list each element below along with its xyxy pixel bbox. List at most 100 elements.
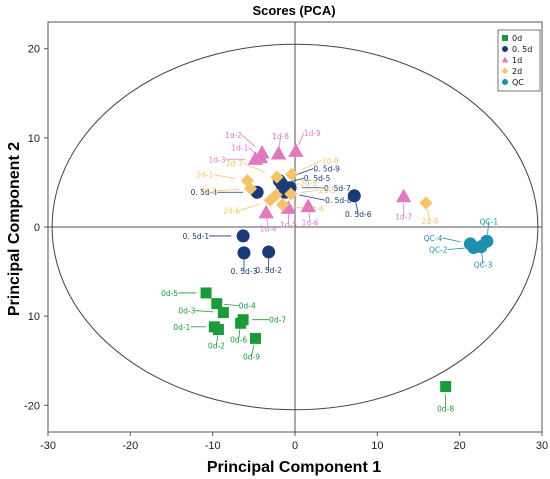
data-point bbox=[276, 198, 290, 212]
y-tick-label: 20 bbox=[28, 44, 40, 56]
label-pointer bbox=[242, 162, 266, 173]
x-tick-label: 20 bbox=[454, 440, 466, 452]
data-point bbox=[300, 198, 316, 213]
legend: 0d 0. 5d 1d 2d QC bbox=[497, 29, 541, 92]
point-label: 2d-1 bbox=[196, 171, 213, 180]
data-point bbox=[419, 196, 433, 210]
point-label: 1d-5 bbox=[280, 220, 297, 229]
point-label: 0d-5 bbox=[161, 289, 178, 298]
data-point bbox=[243, 182, 258, 196]
data-point bbox=[280, 200, 297, 214]
point-label: 2d-5 bbox=[319, 186, 336, 195]
point-label: 0. 5d-5 bbox=[304, 174, 331, 183]
data-point bbox=[474, 240, 488, 254]
y-tick-label: 0 bbox=[34, 222, 40, 234]
point-label: QC-3 bbox=[474, 261, 493, 270]
chart-title: Scores (PCA) bbox=[252, 3, 335, 18]
confidence-ellipse bbox=[51, 43, 539, 411]
data-point bbox=[212, 324, 224, 335]
point-label: 1d-6 bbox=[302, 219, 319, 228]
label-pointer bbox=[238, 328, 241, 340]
label-pointer bbox=[195, 310, 214, 313]
label-pointer bbox=[487, 221, 490, 235]
legend-label: 1d bbox=[512, 56, 522, 65]
point-label: 2d-9 bbox=[421, 217, 438, 226]
point-label: 0d-1 bbox=[173, 323, 190, 332]
legend-marker bbox=[502, 46, 508, 52]
y-tick-label: 10 bbox=[28, 133, 40, 145]
data-point bbox=[395, 188, 412, 203]
label-pointer bbox=[355, 202, 359, 214]
label-pointer bbox=[216, 335, 219, 346]
data-point bbox=[440, 381, 452, 393]
label-pointer bbox=[447, 247, 465, 250]
data-point bbox=[284, 187, 298, 201]
data-point bbox=[288, 143, 304, 157]
point-label: 1d-2 bbox=[225, 131, 242, 140]
y-ticks: 20 10 0 10 -20 bbox=[24, 44, 48, 412]
y-tick-label: -20 bbox=[24, 400, 40, 412]
x-tick-label: -10 bbox=[205, 440, 221, 452]
data-point bbox=[200, 287, 212, 299]
point-label: 0d-3 bbox=[178, 307, 195, 316]
y-tick-label: 10 bbox=[28, 311, 40, 323]
label-pointer bbox=[442, 237, 461, 243]
x-tick-label: 30 bbox=[536, 440, 548, 452]
point-label: 0. 5d-7 bbox=[324, 184, 351, 193]
data-point bbox=[270, 170, 284, 184]
point-label: 2d-6 bbox=[223, 206, 240, 215]
data-point bbox=[236, 229, 250, 243]
point-label: 0. 5d-4 bbox=[191, 188, 218, 197]
legend-marker bbox=[501, 67, 509, 75]
point-label: 0d-8 bbox=[437, 405, 454, 414]
point-label: 2d-3 bbox=[300, 179, 317, 188]
point-label: 0. 5d-2 bbox=[255, 266, 282, 275]
data-point bbox=[463, 237, 477, 251]
point-label: 2d-4 bbox=[307, 205, 324, 214]
x-ticks: -30 -20 -10 0 10 20 30 bbox=[40, 432, 548, 452]
data-point bbox=[258, 204, 274, 219]
label-pointer bbox=[224, 303, 239, 307]
point-label: 2d-7 bbox=[226, 159, 243, 168]
data-point bbox=[347, 189, 361, 203]
label-pointer bbox=[241, 134, 256, 148]
label-pointer bbox=[308, 212, 311, 223]
point-label: 2d-2 bbox=[200, 187, 217, 196]
x-tick-label: -30 bbox=[40, 440, 56, 452]
data-point bbox=[285, 167, 299, 182]
legend-label: 0. 5d bbox=[512, 45, 532, 54]
point-labels: 0d-1 0d-2 0d-3 0d-4 0d-5 0d-6 0d-7 0d-8 0d-9 0. 5… bbox=[161, 129, 498, 413]
legend-marker bbox=[501, 56, 509, 63]
legend-label: QC bbox=[512, 78, 524, 87]
point-label: 0d-4 bbox=[239, 302, 256, 311]
point-label: 0d-6 bbox=[230, 335, 247, 344]
point-label: 0d-9 bbox=[243, 352, 260, 361]
point-label: 0d-2 bbox=[208, 342, 225, 351]
label-pointer bbox=[266, 218, 269, 229]
legend-label: 0d bbox=[512, 34, 522, 43]
data-point bbox=[249, 332, 261, 344]
label-pointer bbox=[302, 160, 322, 170]
data-points bbox=[200, 143, 494, 393]
point-label: 1d-8 bbox=[272, 132, 289, 141]
data-point bbox=[247, 151, 264, 165]
data-point bbox=[262, 245, 276, 259]
point-label: QC-4 bbox=[424, 234, 443, 243]
data-point bbox=[217, 307, 229, 319]
label-pointer bbox=[426, 209, 431, 222]
point-label: 1d-1 bbox=[231, 143, 248, 152]
point-label: QC-1 bbox=[480, 217, 499, 226]
label-pointer bbox=[240, 203, 260, 211]
legend-marker bbox=[502, 79, 508, 85]
label-pointer bbox=[216, 188, 239, 192]
point-label: 1d-9 bbox=[304, 129, 321, 138]
y-axis-label: Principal Component 2 bbox=[6, 142, 23, 316]
point-label: 1d-3 bbox=[208, 155, 225, 164]
x-tick-label: 10 bbox=[371, 440, 383, 452]
point-label: 0. 5d-1 bbox=[183, 232, 210, 241]
point-label: QC-2 bbox=[429, 246, 448, 255]
x-axis-label: Principal Component 1 bbox=[207, 459, 381, 476]
data-point bbox=[254, 144, 270, 159]
legend-label: 2d bbox=[512, 67, 522, 76]
point-label: 0. 5d-8 bbox=[325, 196, 352, 205]
